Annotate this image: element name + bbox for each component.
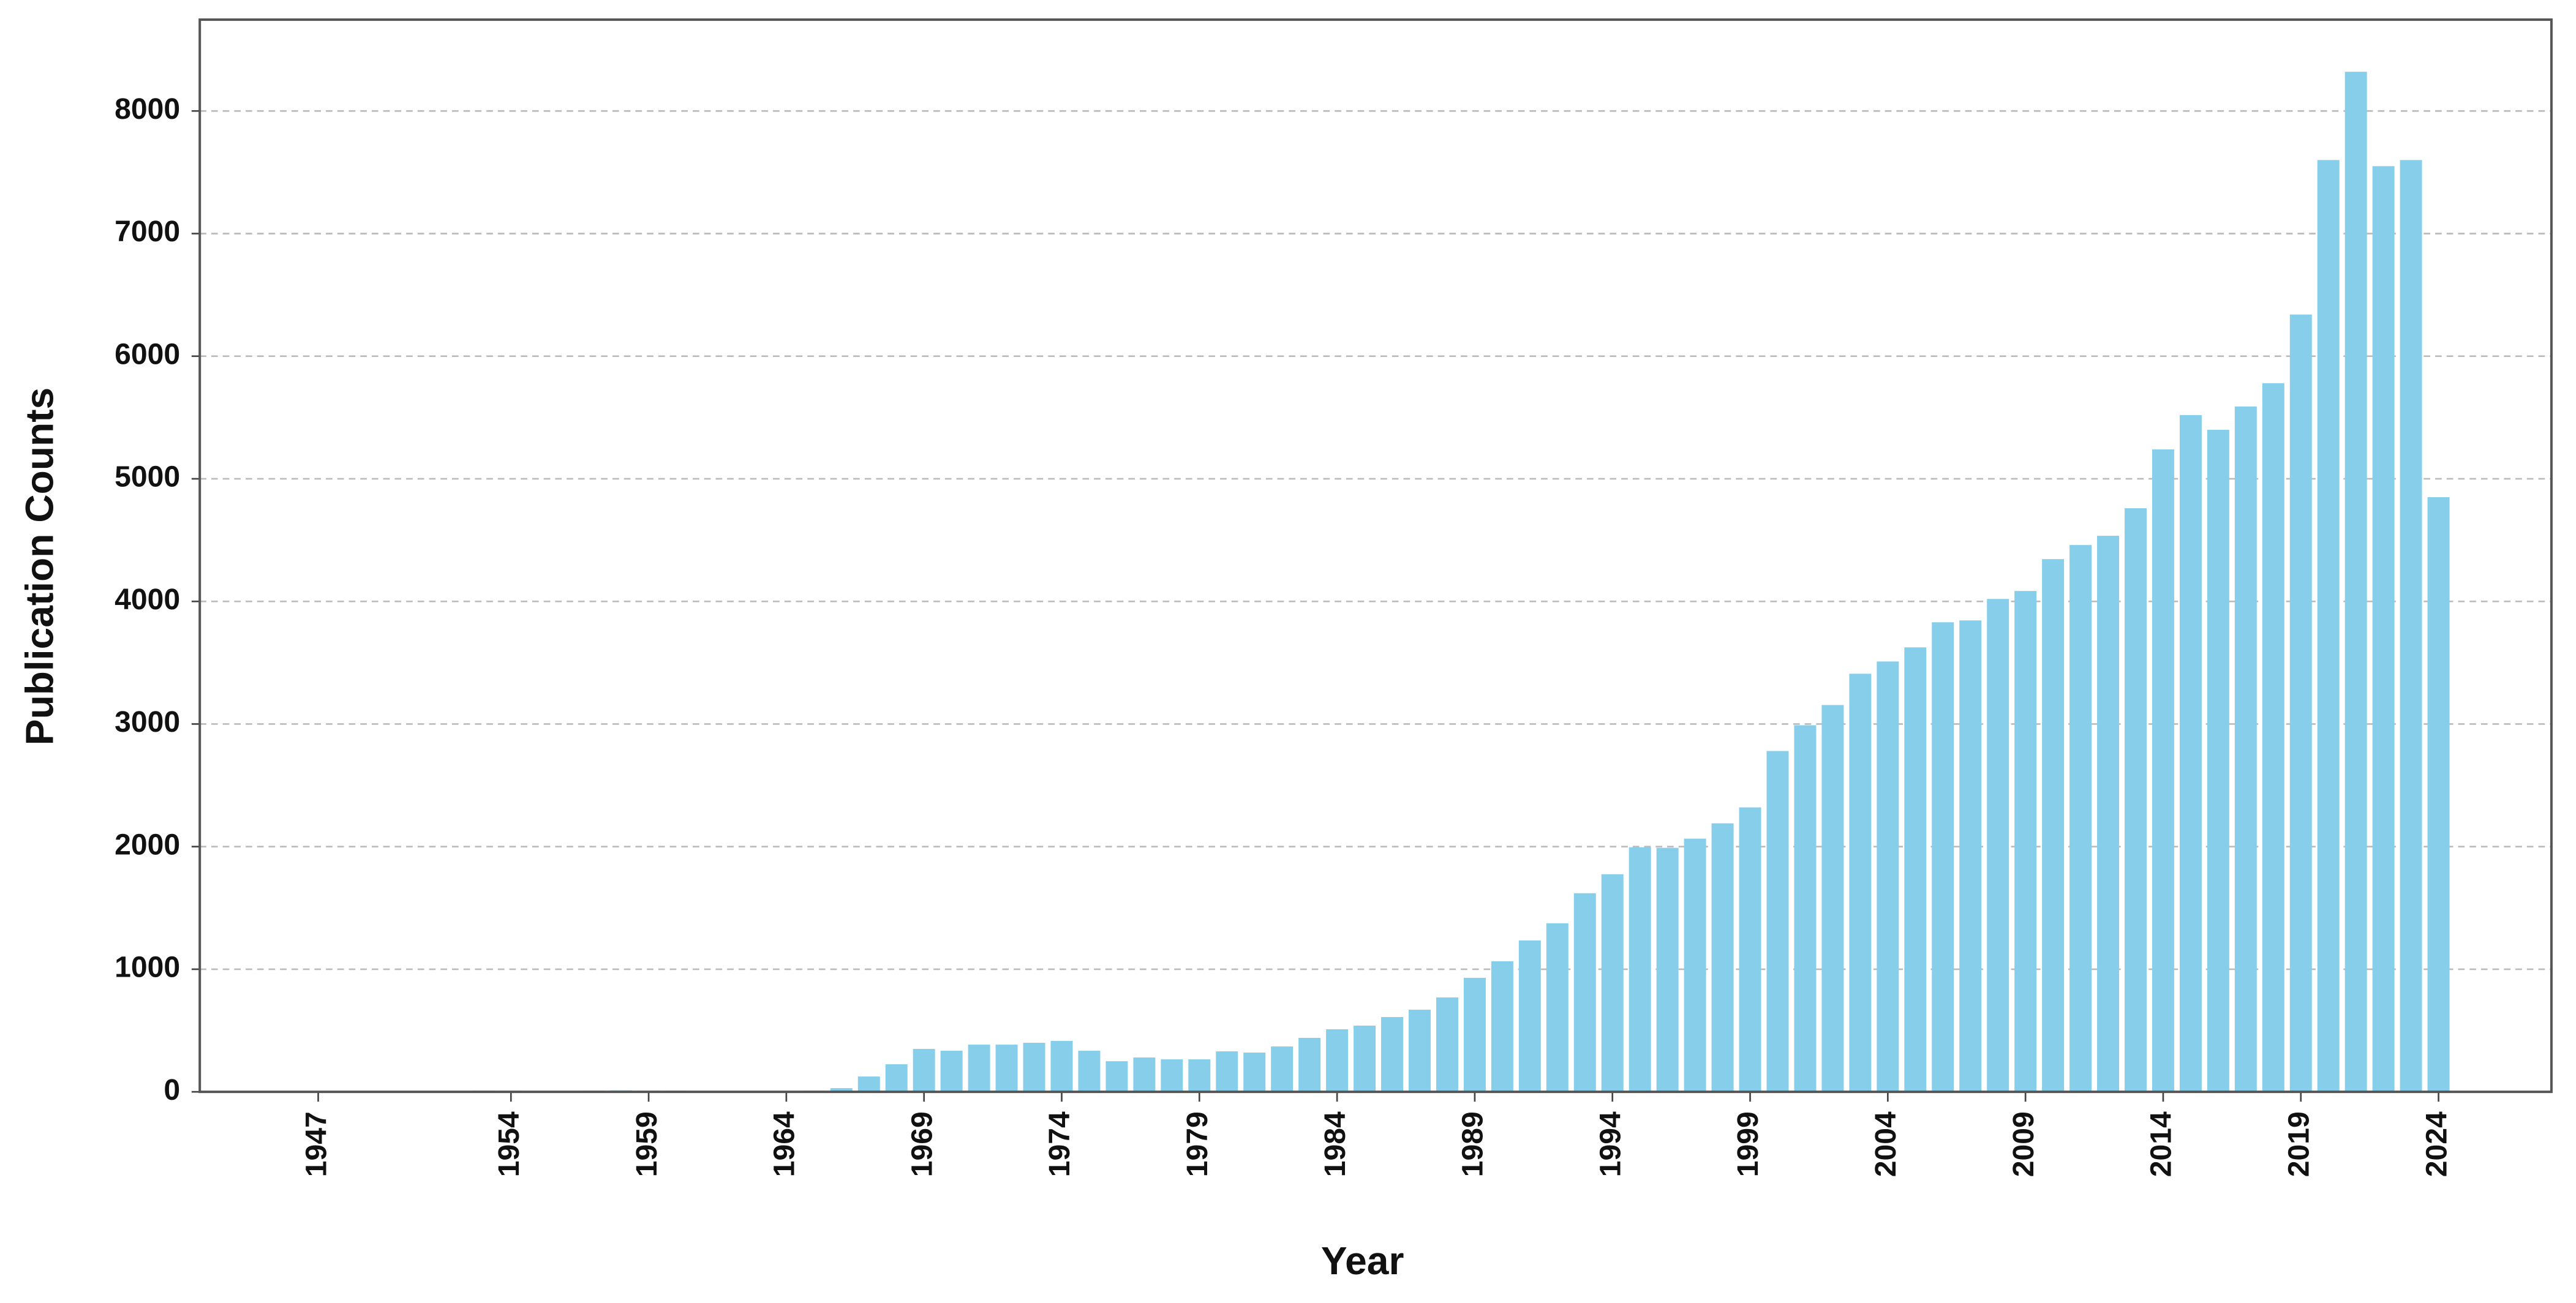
bar [2344,72,2367,1092]
bar [1877,661,1899,1092]
bar [1436,997,1458,1092]
bar [885,1064,908,1092]
x-tick-label: 1959 [630,1111,663,1177]
bar [1794,725,1817,1092]
x-tick-label: 1989 [1456,1111,1489,1177]
bar [1381,1016,1404,1092]
bar [995,1045,1018,1092]
bar [2262,383,2284,1092]
bar [2069,545,2092,1092]
bar [1188,1059,1211,1092]
bar [1161,1059,1183,1092]
y-tick-label: 1000 [115,951,180,984]
bar [1766,751,1789,1092]
y-tick-label: 4000 [115,583,180,616]
y-tick-label: 2000 [115,828,180,861]
bar [913,1049,935,1092]
bar [2179,415,2202,1092]
plot-frame [198,18,2553,1094]
bar [1409,1009,1431,1092]
bar [2427,497,2450,1092]
bar [1684,838,1706,1092]
bar [1354,1026,1376,1092]
bar [2372,166,2395,1092]
bar [1932,622,1954,1092]
bar [2400,160,2422,1092]
x-axis-title: Year [1321,1239,1404,1283]
x-tick-label: 1969 [905,1111,938,1177]
x-tick-label: 1974 [1043,1111,1076,1177]
bar [1987,599,2009,1092]
bar [1243,1053,1266,1092]
x-tick-label: 2014 [2145,1111,2178,1177]
bar [1739,807,1761,1092]
bar [1601,874,1624,1092]
x-tick-label: 2024 [2420,1111,2453,1177]
bar [1463,977,1486,1092]
y-tick-label: 0 [164,1073,180,1106]
bar [2042,559,2065,1092]
bar [1904,647,1927,1092]
y-tick-label: 3000 [115,705,180,738]
y-axis-title: Publication Counts [17,388,61,745]
bar [1821,705,1844,1092]
bar [2152,449,2174,1092]
x-tick-label: 2009 [2007,1111,2040,1177]
y-tick-label: 7000 [115,215,180,248]
bar [1023,1043,1045,1092]
x-tick-label: 1999 [1731,1111,1764,1177]
bar [2317,160,2340,1092]
bar [1216,1051,1238,1092]
bar [940,1051,963,1092]
x-tick-label: 1979 [1181,1111,1214,1177]
bar [1491,961,1513,1092]
bar [857,1076,880,1092]
bar [1105,1061,1128,1092]
bar [1546,923,1569,1092]
bar [1656,847,1679,1092]
bar [1849,674,1872,1092]
bar [1711,823,1734,1092]
bar [2207,429,2229,1092]
bar [1133,1057,1156,1092]
bar [1078,1051,1101,1092]
bar [1629,847,1651,1092]
y-tick-label: 6000 [115,337,180,370]
bar [2234,406,2257,1092]
bar [968,1045,990,1092]
bar [1050,1041,1073,1092]
bar [2289,314,2312,1092]
x-tick-label: 1954 [492,1111,525,1177]
x-tick-label: 2019 [2282,1111,2315,1177]
bar [2124,508,2147,1092]
x-tick-label: 2004 [1869,1111,1902,1177]
bar [1326,1029,1349,1092]
x-tick-label: 1947 [299,1111,333,1177]
bar [1298,1038,1321,1092]
y-tick-label: 5000 [115,460,180,494]
y-tick-label: 8000 [115,92,180,126]
bar [2014,591,2037,1092]
bar [1518,940,1541,1092]
x-tick-label: 1984 [1319,1111,1352,1177]
bar [1959,620,1982,1092]
bar [1573,893,1596,1092]
x-tick-label: 1964 [768,1111,801,1177]
bar [1271,1046,1294,1092]
bar [2097,536,2120,1092]
bar [830,1088,853,1092]
x-tick-label: 1994 [1594,1111,1627,1177]
